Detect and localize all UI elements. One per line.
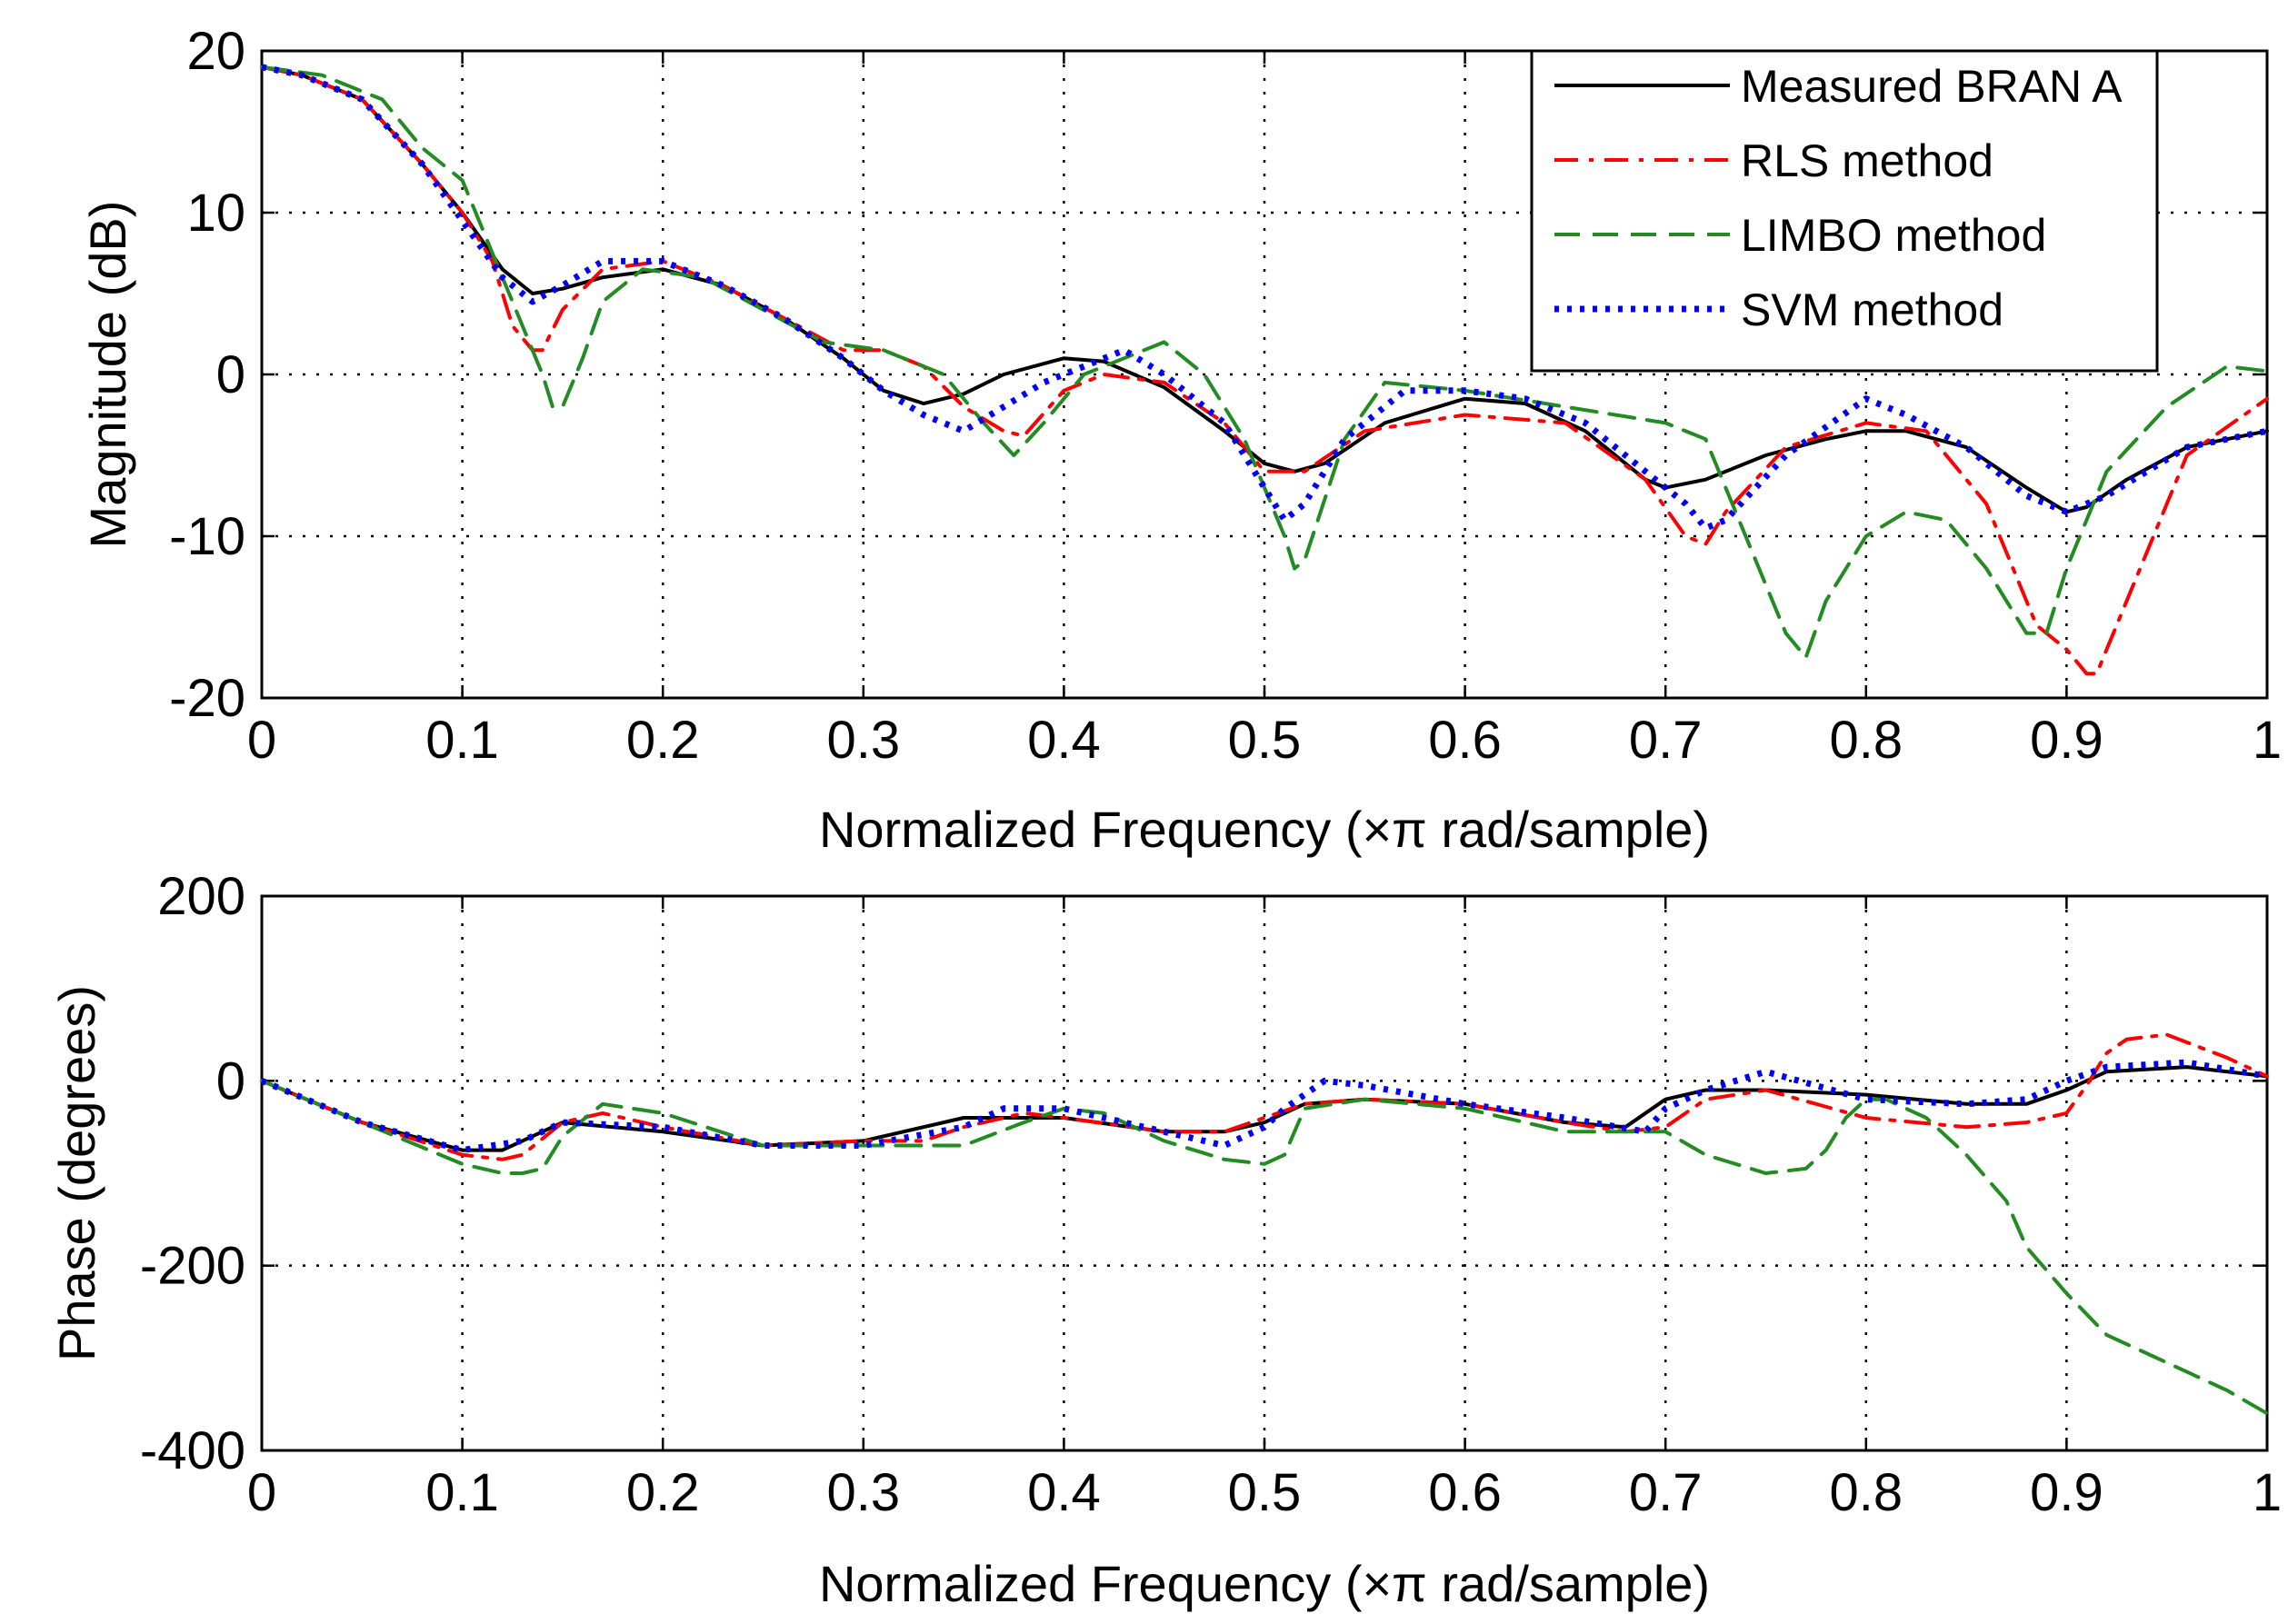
x-tick-label: 0.6	[1428, 711, 1502, 770]
legend-label: Measured BRAN A	[1741, 61, 2123, 112]
y-tick-label: 0	[216, 1051, 245, 1111]
x-tick-label: 0.4	[1027, 1463, 1101, 1522]
y-tick-label: 10	[186, 184, 245, 243]
magnitude-ylabel: Magnitude (dB)	[79, 201, 136, 549]
x-tick-label: 0.2	[626, 1463, 700, 1522]
legend-entries: Measured BRAN A RLS method LIMBO method SVM…	[1554, 61, 2123, 335]
x-tick-label: 0.1	[425, 1463, 499, 1522]
phase-plot: 0 0.1 0.2 0.3 0.4 0.5 0.6 0.7 0.8 0.9 1 200 0 -200 -40…	[48, 867, 2282, 1612]
y-tick-label: -400	[140, 1421, 245, 1480]
x-tick-label: 0.6	[1428, 1463, 1502, 1522]
x-tick-label: 1	[2253, 1463, 2282, 1522]
legend-label: LIMBO method	[1741, 210, 2046, 261]
legend-label: SVM method	[1741, 284, 2003, 335]
y-tick-label: -10	[169, 507, 245, 566]
x-tick-label: 0.8	[1829, 1463, 1903, 1522]
x-tick-label: 0.8	[1829, 711, 1903, 770]
series-line-limbo-method	[260, 1079, 2269, 1416]
x-tick-label: 0.9	[2030, 711, 2103, 770]
legend-box	[1530, 49, 2159, 373]
phase-ticks: 0 0.1 0.2 0.3 0.4 0.5 0.6 0.7 0.8 0.9 1 200 0 -200 -40…	[140, 867, 2282, 1522]
x-tick-label: 0.7	[1629, 711, 1703, 770]
magnitude-ticks: 0 0.1 0.2 0.3 0.4 0.5 0.6 0.7 0.8 0.9 1 20 10 0 -10 -20	[169, 22, 2282, 770]
legend-label: RLS method	[1741, 135, 1993, 186]
y-tick-label: -200	[140, 1237, 245, 1296]
x-tick-label: 0.3	[826, 711, 900, 770]
x-tick-label: 0.3	[826, 1463, 900, 1522]
phase-ylabel: Phase (degrees)	[48, 985, 105, 1361]
phase-axes-frame	[260, 894, 2269, 1452]
phase-series	[260, 1032, 2269, 1416]
magnitude-plot: 0 0.1 0.2 0.3 0.4 0.5 0.6 0.7 0.8 0.9 1 20 10 0 -10 -20…	[79, 22, 2282, 858]
phase-xlabel: Normalized Frequency (×π rad/sample)	[819, 1555, 1710, 1612]
x-tick-label: 0.2	[626, 711, 700, 770]
y-tick-label: 200	[157, 867, 245, 926]
x-tick-label: 0	[247, 711, 276, 770]
magnitude-series	[260, 64, 2269, 676]
y-tick-label: 20	[186, 22, 245, 81]
x-tick-label: 0.1	[425, 711, 499, 770]
x-tick-label: 0.5	[1228, 711, 1302, 770]
legend: Measured BRAN A RLS method LIMBO method SVM…	[1530, 49, 2159, 373]
x-tick-label: 0.4	[1027, 711, 1101, 770]
x-tick-label: 0.5	[1228, 1463, 1302, 1522]
y-tick-label: 0	[216, 345, 245, 404]
magnitude-xlabel: Normalized Frequency (×π rad/sample)	[819, 801, 1710, 858]
x-tick-label: 1	[2253, 711, 2282, 770]
y-tick-label: -20	[169, 669, 245, 728]
series-line-limbo-method	[260, 65, 2269, 660]
x-tick-label: 0	[247, 1463, 276, 1522]
x-tick-label: 0.9	[2030, 1463, 2103, 1522]
x-tick-label: 0.7	[1629, 1463, 1703, 1522]
